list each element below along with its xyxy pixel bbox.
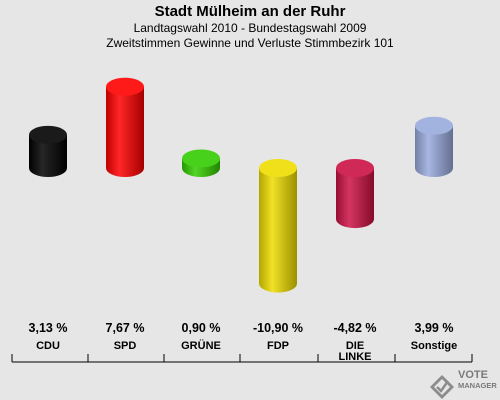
bar-die-linke bbox=[336, 159, 374, 229]
category-label: SPD bbox=[114, 340, 137, 352]
category-label: GRÜNE bbox=[181, 339, 221, 352]
bar-sonstige bbox=[415, 116, 453, 177]
category-label: CDU bbox=[36, 340, 60, 352]
bar-spd bbox=[106, 77, 144, 177]
chart-title: Stadt Mülheim an der Ruhr bbox=[154, 3, 346, 20]
value-label: 3,99 % bbox=[415, 321, 454, 335]
category-label: LINKE bbox=[339, 351, 372, 363]
chart-subtitle-election: Landtagswahl 2010 - Bundestagswahl 2009 bbox=[133, 21, 367, 35]
value-label: 7,67 % bbox=[106, 321, 145, 335]
value-label: -10,90 % bbox=[253, 321, 303, 335]
value-label: -4,82 % bbox=[333, 321, 376, 335]
category-label: Sonstige bbox=[411, 340, 457, 352]
chart-subtitle-description: Zweitstimmen Gewinne und Verluste Stimmb… bbox=[106, 36, 394, 50]
value-label: 3,13 % bbox=[29, 321, 68, 335]
category-label: DIE bbox=[346, 340, 364, 352]
category-label: FDP bbox=[267, 340, 289, 352]
bar-grüne bbox=[182, 149, 220, 177]
vote-manager-logo-text: VOTE MANAGER bbox=[458, 369, 497, 391]
bar-cdu bbox=[29, 125, 67, 177]
bar-fdp bbox=[259, 159, 297, 293]
value-label: 0,90 % bbox=[182, 321, 221, 335]
logo-word-manager: MANAGER bbox=[458, 381, 497, 390]
logo-word-vote: VOTE bbox=[458, 369, 488, 381]
vote-manager-logo-icon bbox=[430, 375, 454, 399]
